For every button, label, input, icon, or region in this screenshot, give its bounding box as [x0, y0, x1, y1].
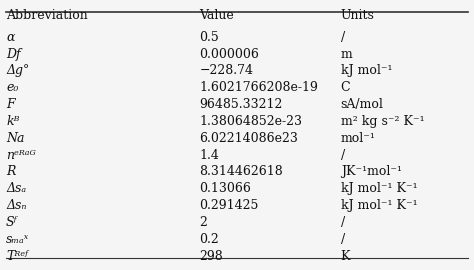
- Text: e₀: e₀: [6, 81, 18, 94]
- Text: Na: Na: [6, 132, 25, 145]
- Text: C: C: [341, 81, 350, 94]
- Text: 298: 298: [199, 250, 223, 263]
- Text: K: K: [341, 250, 350, 263]
- Text: kJ mol⁻¹: kJ mol⁻¹: [341, 65, 392, 77]
- Text: 8.314462618: 8.314462618: [199, 166, 283, 178]
- Text: /: /: [341, 148, 345, 162]
- Text: nᵉᴿᵃᴳ: nᵉᴿᵃᴳ: [6, 148, 36, 162]
- Text: R: R: [6, 166, 16, 178]
- Text: Tᴿᵉᶠ: Tᴿᵉᶠ: [6, 250, 28, 263]
- Text: 0.5: 0.5: [199, 31, 219, 44]
- Text: Abbreviation: Abbreviation: [6, 9, 88, 22]
- Text: m² kg s⁻² K⁻¹: m² kg s⁻² K⁻¹: [341, 115, 424, 128]
- Text: kᴮ: kᴮ: [6, 115, 19, 128]
- Text: Value: Value: [199, 9, 234, 22]
- Text: sₘₐˣ: sₘₐˣ: [6, 233, 29, 246]
- Text: 1.38064852e-23: 1.38064852e-23: [199, 115, 302, 128]
- Text: /: /: [341, 31, 345, 44]
- Text: 1.6021766208e-19: 1.6021766208e-19: [199, 81, 318, 94]
- Text: Δsₙ: Δsₙ: [6, 199, 27, 212]
- Text: 2: 2: [199, 216, 207, 229]
- Text: 0.291425: 0.291425: [199, 199, 259, 212]
- Text: Δsₐ: Δsₐ: [6, 182, 26, 195]
- Text: α: α: [6, 31, 15, 44]
- Text: kJ mol⁻¹ K⁻¹: kJ mol⁻¹ K⁻¹: [341, 182, 417, 195]
- Text: Δg°: Δg°: [6, 65, 29, 77]
- Text: /: /: [341, 216, 345, 229]
- Text: kJ mol⁻¹ K⁻¹: kJ mol⁻¹ K⁻¹: [341, 199, 417, 212]
- Text: JK⁻¹mol⁻¹: JK⁻¹mol⁻¹: [341, 166, 401, 178]
- Text: F: F: [6, 98, 15, 111]
- Text: −228.74: −228.74: [199, 65, 253, 77]
- Text: Sᶠ: Sᶠ: [6, 216, 18, 229]
- Text: sA/mol: sA/mol: [341, 98, 383, 111]
- Text: Df: Df: [6, 48, 21, 61]
- Text: Units: Units: [341, 9, 374, 22]
- Text: 0.13066: 0.13066: [199, 182, 251, 195]
- Text: m: m: [341, 48, 352, 61]
- Text: mol⁻¹: mol⁻¹: [341, 132, 375, 145]
- Text: 96485.33212: 96485.33212: [199, 98, 283, 111]
- Text: 6.02214086e23: 6.02214086e23: [199, 132, 298, 145]
- Text: 0.000006: 0.000006: [199, 48, 259, 61]
- Text: 1.4: 1.4: [199, 148, 219, 162]
- Text: 0.2: 0.2: [199, 233, 219, 246]
- Text: /: /: [341, 233, 345, 246]
